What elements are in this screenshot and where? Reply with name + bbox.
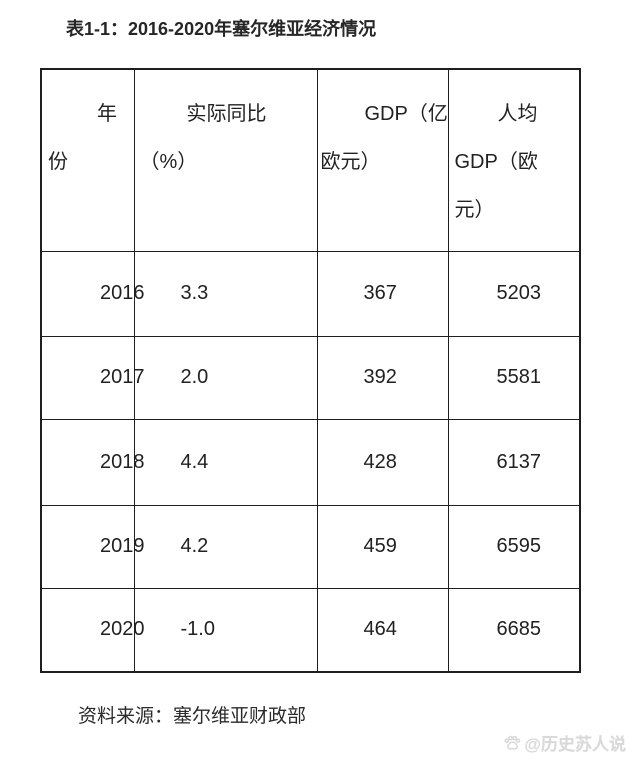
year-value: 2016 bbox=[100, 282, 145, 304]
paw-icon bbox=[503, 734, 521, 752]
header-year: 年 份 bbox=[40, 68, 135, 252]
year-cell: 2020 bbox=[40, 587, 145, 673]
table-row: 2017 2.0 392 5581 bbox=[40, 335, 581, 420]
yoy-value: 4.4 bbox=[180, 450, 209, 473]
per-capita-value: 6685 bbox=[496, 618, 542, 641]
gdp-value: 464 bbox=[363, 618, 397, 641]
yoy-cell: 3.3 bbox=[133, 250, 318, 337]
header-yoy-line2: （%） bbox=[139, 151, 198, 173]
per-capita-cell: 6595 bbox=[447, 504, 581, 589]
header-gdp: GDP（亿 欧元） bbox=[316, 68, 449, 252]
year-cell: 2019 bbox=[40, 504, 145, 589]
economy-table: 年 份 实际同比 （%） GDP（亿 欧元） 人均 GDP（欧 元） bbox=[40, 68, 581, 673]
header-yoy-line1: 实际同比 bbox=[186, 103, 267, 125]
header-gdp-per-capita-line3: 元） bbox=[454, 199, 495, 221]
table-row: 2016 3.3 367 5203 bbox=[40, 250, 581, 337]
yoy-value: 2.0 bbox=[180, 366, 209, 388]
year-value: 2019 bbox=[100, 535, 145, 557]
gdp-value: 428 bbox=[363, 450, 397, 473]
yoy-cell: 4.4 bbox=[133, 418, 318, 506]
gdp-cell: 464 bbox=[316, 587, 449, 673]
per-capita-value: 6137 bbox=[496, 450, 542, 473]
year-value: 2017 bbox=[100, 366, 145, 388]
gdp-cell: 367 bbox=[316, 250, 449, 337]
header-gdp-per-capita-line1: 人均 bbox=[497, 103, 538, 125]
year-cell: 2018 bbox=[40, 418, 145, 506]
watermark: @历史苏人说 bbox=[503, 730, 626, 755]
year-value: 2020 bbox=[100, 618, 145, 641]
header-year-line1: 年 bbox=[97, 103, 117, 125]
year-cell: 2016 bbox=[40, 250, 145, 337]
per-capita-cell: 6137 bbox=[447, 418, 581, 506]
table-row: 2019 4.2 459 6595 bbox=[40, 504, 581, 589]
gdp-cell: 428 bbox=[316, 418, 449, 506]
header-year-line2: 份 bbox=[48, 151, 68, 173]
gdp-cell: 392 bbox=[316, 335, 449, 420]
yoy-value: -1.0 bbox=[180, 618, 215, 641]
header-gdp-line1: GDP（亿 bbox=[364, 103, 448, 125]
table-row: 2020 -1.0 464 6685 bbox=[40, 587, 581, 673]
yoy-value: 3.3 bbox=[180, 282, 209, 304]
per-capita-cell: 5581 bbox=[447, 335, 581, 420]
gdp-cell: 459 bbox=[316, 504, 449, 589]
yoy-cell: 4.2 bbox=[133, 504, 318, 589]
watermark-text: @历史苏人说 bbox=[524, 735, 626, 754]
per-capita-value: 6595 bbox=[496, 535, 542, 557]
header-gdp-per-capita: 人均 GDP（欧 元） bbox=[447, 68, 581, 252]
gdp-value: 392 bbox=[363, 366, 397, 388]
yoy-value: 4.2 bbox=[180, 535, 209, 557]
source-note: 资料来源：塞尔维亚财政部 bbox=[78, 706, 307, 727]
gdp-value: 459 bbox=[363, 535, 397, 557]
per-capita-value: 5203 bbox=[496, 282, 542, 304]
year-cell: 2017 bbox=[40, 335, 145, 420]
table-row: 2018 4.4 428 6137 bbox=[40, 418, 581, 506]
header-row: 年 份 实际同比 （%） GDP（亿 欧元） 人均 GDP（欧 元） bbox=[40, 68, 581, 252]
header-gdp-per-capita-line2: GDP（欧 bbox=[454, 151, 538, 173]
yoy-cell: -1.0 bbox=[133, 587, 318, 673]
header-gdp-line2: 欧元） bbox=[320, 151, 381, 173]
table-caption: 表1-1：2016-2020年塞尔维亚经济情况 bbox=[66, 19, 377, 39]
per-capita-cell: 6685 bbox=[447, 587, 581, 673]
per-capita-cell: 5203 bbox=[447, 250, 581, 337]
gdp-value: 367 bbox=[363, 282, 397, 304]
year-value: 2018 bbox=[100, 450, 145, 473]
per-capita-value: 5581 bbox=[496, 366, 542, 388]
header-yoy: 实际同比 （%） bbox=[133, 68, 318, 252]
yoy-cell: 2.0 bbox=[133, 335, 318, 420]
